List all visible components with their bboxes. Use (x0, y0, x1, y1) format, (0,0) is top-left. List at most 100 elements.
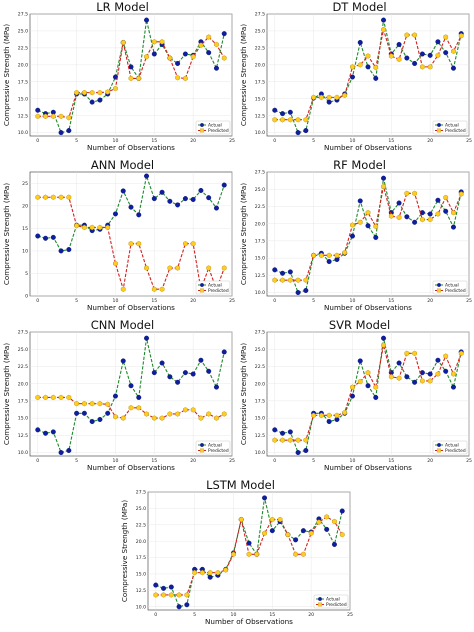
point-actual (207, 574, 213, 580)
x-tick-label: 25 (229, 138, 235, 144)
point-actual (381, 17, 387, 23)
y-tick-label: 10.0 (255, 290, 265, 296)
y-tick-label: 5 (25, 271, 28, 277)
point-predicted (316, 519, 322, 525)
legend-label-actual: Actual (208, 443, 222, 449)
point-actual (105, 410, 111, 416)
x-tick-label: 5 (75, 298, 78, 304)
point-predicted (435, 52, 441, 59)
point-predicted (168, 592, 174, 598)
point-actual (144, 173, 150, 179)
x-tick-label: 20 (427, 298, 433, 304)
x-tick-label: 10 (350, 458, 356, 464)
y-axis-label: Compressive Strength (MPa) (239, 24, 248, 126)
y-tick-label: 25.0 (18, 347, 28, 353)
x-tick-label: 10 (113, 298, 119, 304)
point-predicted (223, 567, 229, 573)
point-predicted (420, 378, 425, 384)
x-axis-label: Number of Observations (205, 617, 293, 626)
legend-swatch-marker (437, 448, 441, 453)
x-tick-label: 10 (350, 138, 356, 144)
point-predicted (167, 411, 173, 417)
point-predicted (192, 569, 197, 576)
y-tick-label: 15.0 (255, 256, 265, 262)
legend-label-actual: Actual (326, 597, 340, 603)
point-predicted (159, 39, 165, 45)
y-tick-label: 27.5 (18, 330, 28, 336)
point-actual (427, 371, 433, 377)
point-predicted (458, 32, 464, 39)
chart-title: RF Model (333, 158, 386, 172)
y-tick-label: 20.0 (255, 62, 265, 68)
point-predicted (365, 53, 371, 59)
point-actual (58, 248, 64, 254)
point-actual (112, 393, 118, 399)
y-tick-label: 22.5 (136, 522, 146, 528)
y-tick-label: 15.0 (136, 572, 146, 578)
point-predicted (396, 214, 402, 221)
point-actual (221, 31, 227, 37)
point-predicted (35, 113, 41, 120)
point-predicted (381, 183, 386, 190)
point-predicted (58, 113, 64, 120)
point-actual (120, 358, 126, 364)
chart-dt-model: DT Model 10.0 12.5 15.0 17.5 20.0 22.5 25.0 27.5… (239, 0, 472, 152)
point-actual (167, 198, 173, 204)
legend-swatch-marker (437, 123, 441, 127)
chart-title: CNN Model (91, 318, 154, 332)
point-predicted (280, 437, 285, 443)
point-actual (326, 99, 332, 105)
point-actual (339, 508, 345, 514)
point-predicted (105, 224, 111, 231)
point-predicted (272, 437, 278, 443)
legend-swatch-marker (318, 602, 322, 607)
point-predicted (43, 394, 48, 401)
point-actual (404, 214, 410, 220)
point-predicted (293, 551, 298, 558)
point-predicted (144, 53, 149, 60)
point-actual (373, 75, 379, 81)
y-tick-label: 27.5 (255, 12, 265, 18)
y-tick-label: 17.5 (255, 238, 265, 244)
point-predicted (303, 437, 309, 443)
point-actual (35, 427, 41, 433)
legend-label-predicted: Predicted (326, 602, 347, 608)
point-predicted (435, 211, 441, 217)
y-axis-label: Compressive Strength (MPa) (239, 343, 248, 445)
point-predicted (82, 89, 87, 96)
x-axis-label: Number of Observations (324, 303, 412, 312)
x-tick-label: 15 (151, 458, 157, 464)
point-predicted (120, 415, 126, 421)
point-predicted (287, 116, 293, 123)
point-actual (381, 335, 387, 341)
point-predicted (128, 75, 134, 82)
x-tick-label: 0 (273, 138, 276, 144)
point-predicted (206, 34, 212, 40)
point-actual (161, 585, 167, 591)
point-actual (89, 419, 95, 425)
point-predicted (308, 530, 314, 537)
chart-title: ANN Model (91, 158, 154, 172)
x-tick-label: 15 (151, 298, 157, 304)
point-predicted (357, 62, 363, 68)
point-actual (66, 447, 72, 453)
chart-lr-model: LR Model 10.0 12.5 15.0 17.5 20.0 22.5 25.0 27.5… (2, 0, 235, 152)
x-tick-label: 15 (151, 138, 157, 144)
point-predicted (412, 190, 417, 197)
plot-area (147, 491, 351, 611)
point-predicted (350, 222, 355, 228)
point-predicted (136, 75, 142, 82)
x-tick-label: 20 (190, 298, 196, 304)
point-actual (213, 384, 219, 390)
point-predicted (334, 412, 340, 419)
point-predicted (326, 94, 332, 101)
y-axis-label: Compressive Strength (MPa) (2, 343, 11, 445)
point-actual (58, 450, 64, 456)
point-actual (365, 223, 371, 229)
y-tick-label: 12.5 (18, 113, 28, 119)
point-predicted (74, 222, 79, 229)
point-predicted (167, 55, 173, 61)
y-tick-label: 12.5 (255, 273, 265, 279)
point-actual (221, 349, 227, 355)
point-actual (303, 128, 309, 134)
